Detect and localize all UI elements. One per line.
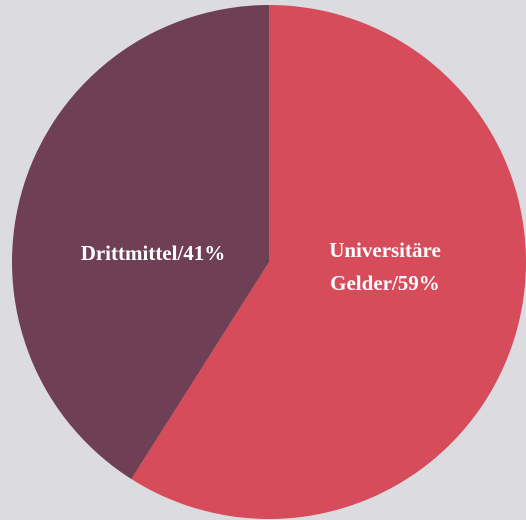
label-line: Gelder/59% — [330, 271, 440, 295]
pie-slice — [11, 5, 270, 479]
pie-slice — [131, 5, 526, 519]
label-line: Universitäre — [329, 238, 441, 262]
slice-label: Universitäre Gelder/59% — [329, 238, 441, 295]
slice-label: Drittmittel/41% — [81, 241, 226, 265]
